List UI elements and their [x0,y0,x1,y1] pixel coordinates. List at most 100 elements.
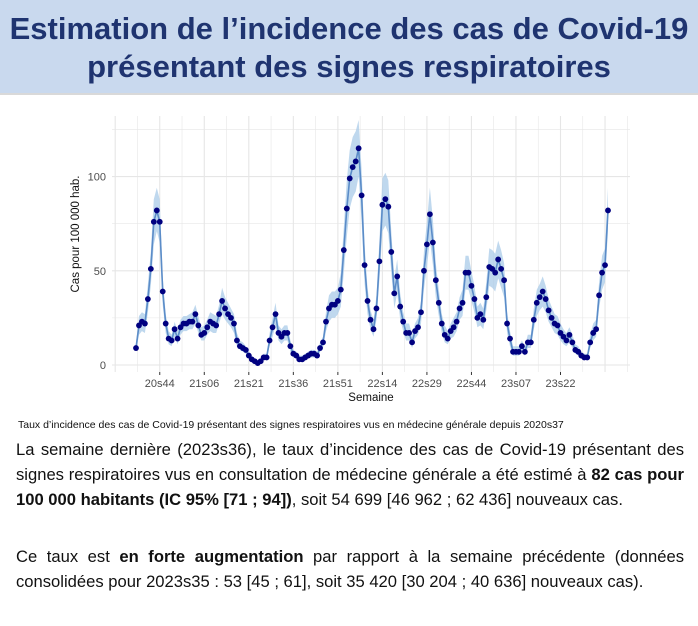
data-point [498,265,505,272]
data-point [459,299,466,306]
x-tick-label: 22s14 [367,378,397,390]
data-point [320,339,326,346]
data-point [361,262,368,269]
data-point [382,196,389,203]
data-point [406,330,413,336]
data-point [147,265,154,272]
data-point [435,299,442,306]
data-point [242,347,249,353]
data-point [602,262,608,269]
data-point [468,282,475,289]
data-point [222,305,228,312]
data-point [415,324,421,331]
data-point [317,345,323,351]
data-point [213,322,220,329]
data-point [364,298,371,304]
data-point [584,354,591,361]
data-point [421,267,427,274]
data-point [171,326,178,333]
data-point [189,318,196,325]
data-point [174,335,181,342]
data-point [495,256,502,263]
x-tick-label: 23s07 [501,378,531,390]
data-point [536,294,543,301]
data-point [394,273,401,280]
p2-outro: par rapport à la semaine précédente (don… [16,547,684,591]
x-axis-title: Semaine [348,392,393,404]
title-line-2: présentant des signes respiratoires [87,49,611,84]
data-point [346,175,353,182]
data-point [539,288,546,295]
data-point [563,337,570,344]
chart-caption: Taux d’incidence des cas de Covid-19 pré… [18,419,564,431]
data-point [192,311,199,318]
data-point [418,309,424,316]
data-point [397,303,404,310]
y-tick-label: 50 [94,266,106,278]
data-point [314,352,320,359]
data-point [234,337,240,344]
data-point [340,247,347,253]
data-point [144,296,151,302]
data-point [426,211,433,218]
data-point [337,286,344,293]
data-point [587,339,594,346]
data-point [228,314,234,321]
data-point [263,354,270,361]
x-tick-label: 23s22 [546,378,576,390]
data-point [516,348,522,355]
data-point [385,203,392,210]
data-point [284,330,291,336]
data-point [527,339,534,346]
data-point [373,305,380,312]
data-point [133,345,139,351]
y-axis-title: Cas pour 100 000 hab. [70,175,82,292]
data-point [370,326,377,333]
y-tick-label: 0 [100,360,106,372]
paragraph-last-week: La semaine dernière (2023s36), le taux d… [16,437,684,512]
data-point [566,331,573,338]
data-point [424,241,430,248]
data-point [376,258,383,265]
x-tick-label: 20s44 [145,378,175,390]
x-tick-label: 21s36 [278,378,308,390]
data-point [150,218,157,225]
data-point [195,322,202,329]
data-point [554,322,561,329]
data-point [501,277,508,284]
confidence-interval-ribbon [136,120,608,365]
data-point [400,318,407,325]
data-point [216,311,223,318]
data-point [343,205,350,212]
data-point [162,320,169,327]
data-point [153,207,160,214]
paragraph-trend: Ce taux est en forte augmentation par ra… [16,544,684,594]
data-point [504,320,510,327]
data-point [483,294,490,301]
data-point [409,339,415,346]
data-point [438,320,445,327]
data-point [349,164,356,171]
data-point [471,296,478,302]
data-point [352,158,359,165]
data-point [355,145,362,152]
data-point [492,269,499,276]
p1-highlight: 82 cas pour 100 000 habitants (IC 95% [7… [16,465,684,509]
data-point [334,298,341,304]
incidence-chart: 0 50 100 20s44 21s06 21s21 21s36 21s51 22s14 22s2… [70,116,630,404]
data-point [219,298,225,304]
data-point [367,316,374,323]
data-point [542,296,549,302]
header-banner: Estimation de l’incidence des cas de Cov… [0,0,698,95]
x-tick-label: 21s06 [189,378,219,390]
data-point [323,318,329,325]
data-point [605,207,611,214]
data-point [204,324,211,331]
x-tick-label: 21s21 [234,378,264,390]
data-point [521,348,528,355]
data-point [391,290,398,297]
data-point [530,316,537,323]
title-line-1: Estimation de l’incidence des cas de Cov… [9,11,689,46]
data-point [272,311,279,318]
data-point [569,339,576,346]
